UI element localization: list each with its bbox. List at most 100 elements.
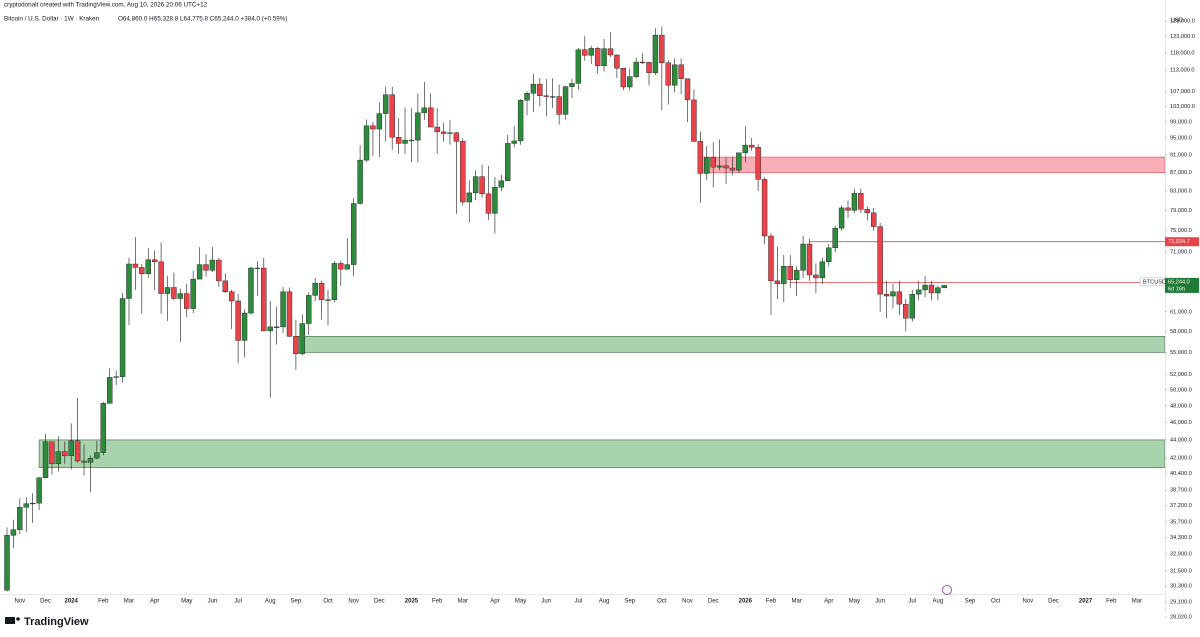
candle-body [145,259,151,275]
candle-body [710,157,716,168]
candle-body [697,141,704,174]
y-tick-label: 30,300.0 [1170,584,1192,590]
candle-body [209,259,216,271]
candle-body [639,61,646,64]
candle-body [652,34,659,73]
y-tick-label: 29,100.0 [1170,600,1192,606]
x-tick-label: Apr [150,599,159,605]
x-tick-label: May [515,599,526,605]
candle-body [511,140,517,144]
candle-body [184,293,190,309]
candle-body [376,113,383,130]
event-icon [942,585,952,595]
candle-body [171,287,177,299]
last-price-box [1165,277,1199,293]
candle-body [736,152,742,171]
y-tick-label: 55,000.0 [1170,350,1192,356]
candle-body [350,203,357,265]
x-tick-label: Jun [208,599,218,605]
candle-body [556,96,562,115]
candle-body [151,259,158,262]
x-tick-label: Apr [490,599,499,605]
y-tick-label: 107,000.0 [1170,89,1195,95]
candle-body [261,267,267,332]
candle-body [633,61,639,77]
candle-body [607,48,614,56]
candle-body [928,284,935,294]
y-tick-label: 35,700.0 [1170,519,1192,525]
candle-body [254,267,261,270]
candle-body [505,143,511,181]
y-tick-label: 34,300.0 [1170,535,1192,541]
candle-body [832,227,838,249]
candle-body [222,280,228,292]
level-label: 72,934.7 [1168,239,1190,245]
candle-body [813,274,819,279]
x-tick-label: Sep [965,599,976,605]
x-tick-label: Jun [541,599,551,605]
x-tick-label: Nov [15,599,26,605]
candle-body [428,107,434,128]
candle-body [87,457,94,463]
candle-body [575,49,582,84]
candle-body [62,451,68,457]
x-tick-label: Feb [432,599,443,605]
candle-body [248,267,254,314]
candle-body [941,285,948,288]
candle-body [806,243,813,276]
y-tick-label: 38,700.0 [1170,488,1192,494]
candle-body [524,93,530,101]
candle-body [36,477,42,504]
y-tick-label: 79,000.0 [1170,208,1192,214]
candle-body [716,165,723,168]
candle-body [421,107,427,114]
y-tick-label: 91,000.0 [1170,152,1192,158]
candle-body [787,266,793,280]
x-tick-label: Dec [40,599,51,605]
candle-body [402,139,408,144]
candle-body [286,291,293,337]
candle-body [838,207,845,229]
candle-body [627,76,633,88]
candle-body [492,187,498,214]
x-tick-label: Mar [791,599,801,605]
candle-body [935,287,941,294]
candle-body [74,440,81,462]
y-tick-label: 103,000.0 [1170,104,1195,110]
candle-body [684,78,691,101]
candle-body [755,147,761,180]
candle-body [196,264,203,280]
x-tick-label: Dec [1048,599,1059,605]
candle-body [241,312,248,341]
y-tick-label: 44,000.0 [1170,437,1192,443]
y-tick-label: 113,000.0 [1170,67,1194,73]
candle-body [29,502,36,505]
candle-body [877,226,883,295]
candle-body [395,137,402,144]
candle-body [800,243,806,271]
candle-body [588,48,594,56]
candle-body [665,62,671,86]
candle-body [389,94,395,138]
x-tick-label: Feb [766,599,777,605]
y-tick-label: 42,000.0 [1170,456,1192,462]
candle-body [562,86,569,115]
candle-body [267,326,273,332]
candle-body [4,535,10,591]
zone [38,439,1165,468]
last-price-label: 65,244.0 [1168,279,1190,285]
x-tick-label: Nov [682,599,693,605]
candle-body [216,259,222,282]
x-tick-label: Nov [348,599,359,605]
candle-body [922,284,928,291]
candle-body [357,159,363,204]
candle-body [550,96,556,98]
y-tick-label: 61,000.0 [1170,309,1192,315]
y-tick-label: 58,000.0 [1170,329,1192,335]
candle-body [723,165,729,169]
candle-body [749,144,755,148]
candle-body [177,293,184,299]
candle-body [363,125,370,161]
candle-body [460,141,466,203]
candle-body [704,157,710,174]
